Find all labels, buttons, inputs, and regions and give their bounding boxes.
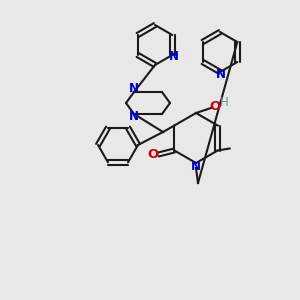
Text: N: N (129, 82, 139, 95)
Text: N: N (169, 50, 179, 62)
Text: N: N (191, 160, 201, 173)
Text: H: H (220, 95, 228, 109)
Text: N: N (216, 68, 226, 82)
Text: N: N (129, 110, 139, 124)
Text: O: O (148, 148, 159, 161)
Text: O: O (209, 100, 220, 112)
